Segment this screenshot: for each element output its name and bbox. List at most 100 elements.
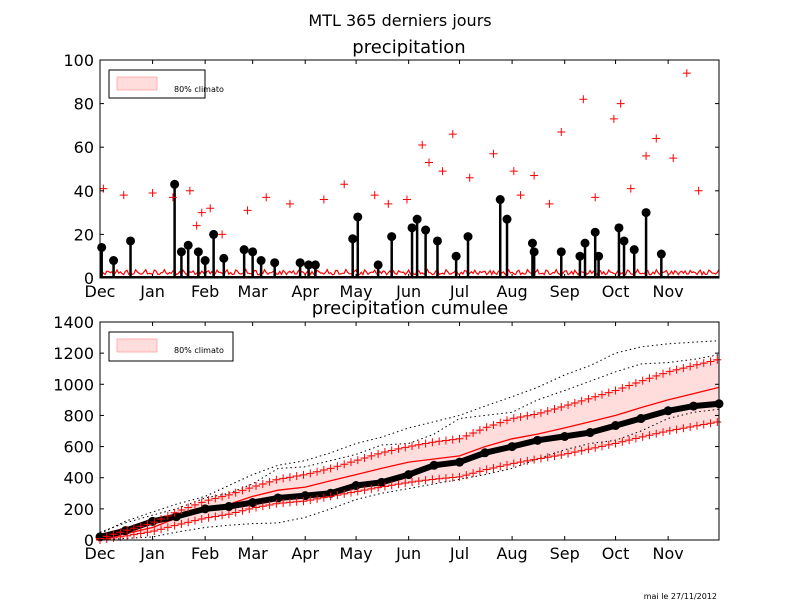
p90-marker [516,412,525,421]
p10-marker [380,482,389,491]
p10-marker [285,498,294,507]
outlier-marker [168,193,177,202]
observed-point [304,260,314,270]
p90-marker [394,444,403,453]
observed-point [193,247,203,257]
observed-cumulative-point [689,401,699,411]
p10-marker [272,499,281,508]
p90-marker [401,443,410,452]
p90-marker [645,374,654,383]
observed-point [387,232,397,242]
outlier-marker [682,69,691,78]
p10-marker [136,529,145,538]
observed-cumulative-point [300,491,310,501]
p10-marker [374,483,383,492]
observed-point [594,251,604,261]
observed-cumulative-point [636,414,646,424]
p10-marker [469,469,478,478]
outlier-marker [579,95,588,104]
observed-point [421,225,431,235]
marker-layer [97,69,703,270]
outlier-marker [243,206,252,215]
p10-marker [516,458,525,467]
observed-cumulative-point [507,442,517,452]
outlier-marker [626,184,635,193]
p90-marker [163,511,172,520]
p90-marker [319,466,328,475]
p90-marker [475,426,484,435]
p10-marker [665,426,674,435]
p10-marker [353,487,362,496]
p10-marker [645,431,654,440]
observed-point [641,208,651,218]
p10-marker [163,523,172,532]
outlier-marker [591,193,600,202]
p90-marker [631,379,640,388]
y-tick-label: 40 [74,182,94,201]
p90-marker [367,451,376,460]
x-tick-label: Sep [550,282,580,301]
climato-band-layer [99,268,720,277]
p90-marker [503,416,512,425]
observed-cumulative-point [585,428,595,438]
observed-point [239,245,249,255]
p90-marker [686,362,695,371]
p90-marker [387,446,396,455]
observed-point [412,214,422,224]
p90-marker [231,488,240,497]
p90-marker [218,492,227,501]
p10-marker [360,486,369,495]
outlier-marker [192,221,201,230]
p90-marker [279,474,288,483]
p10-marker [543,453,552,462]
x-tick-label: Jun [395,544,421,563]
p10-marker [408,477,417,486]
p10-marker [414,477,423,486]
climato-max-line [99,354,720,533]
p90-marker [360,453,369,462]
p90-marker [421,439,430,448]
p90-marker [374,449,383,458]
observed-point [529,247,539,257]
p10-marker [306,496,315,505]
y-tick-label: 0 [84,269,94,288]
x-tick-label: Jul [449,282,469,301]
p90-marker [333,462,342,471]
observed-point [348,234,358,244]
observed-point [248,247,258,257]
p90-marker [482,423,491,432]
p10-marker [591,443,600,452]
p10-marker [252,503,261,512]
p10-marker [313,494,322,503]
p90-marker [489,420,498,429]
p10-marker [699,420,708,429]
x-tick-label: May [340,282,373,301]
p90-marker [224,490,233,499]
p10-marker [292,497,301,506]
y-tick-label: 1400 [53,313,94,332]
x-tick-label: Feb [191,282,219,301]
p10-marker [611,439,620,448]
observed-point [629,245,639,255]
p10-marker [496,462,505,471]
p10-marker [401,478,410,487]
p10-marker [129,530,138,539]
p90-marker [184,503,193,512]
p90-marker [604,388,613,397]
observed-point [97,242,107,252]
x-tick-label: Apr [291,544,319,563]
observed-point [200,256,210,266]
outlier-marker [652,134,661,143]
outlier-marker [119,191,128,200]
p10-marker [224,510,233,519]
cumulative-panel: precipitation cumulee 0 200 400 600 800 1000 1… [53,298,724,563]
p90-marker [462,431,471,440]
p90-marker [618,384,627,393]
observed-point [619,236,629,246]
x-tick-label: Mar [238,282,269,301]
p10-marker [258,502,267,511]
observed-point [451,251,461,261]
observed-point [209,229,219,239]
outlier-marker [99,184,108,193]
